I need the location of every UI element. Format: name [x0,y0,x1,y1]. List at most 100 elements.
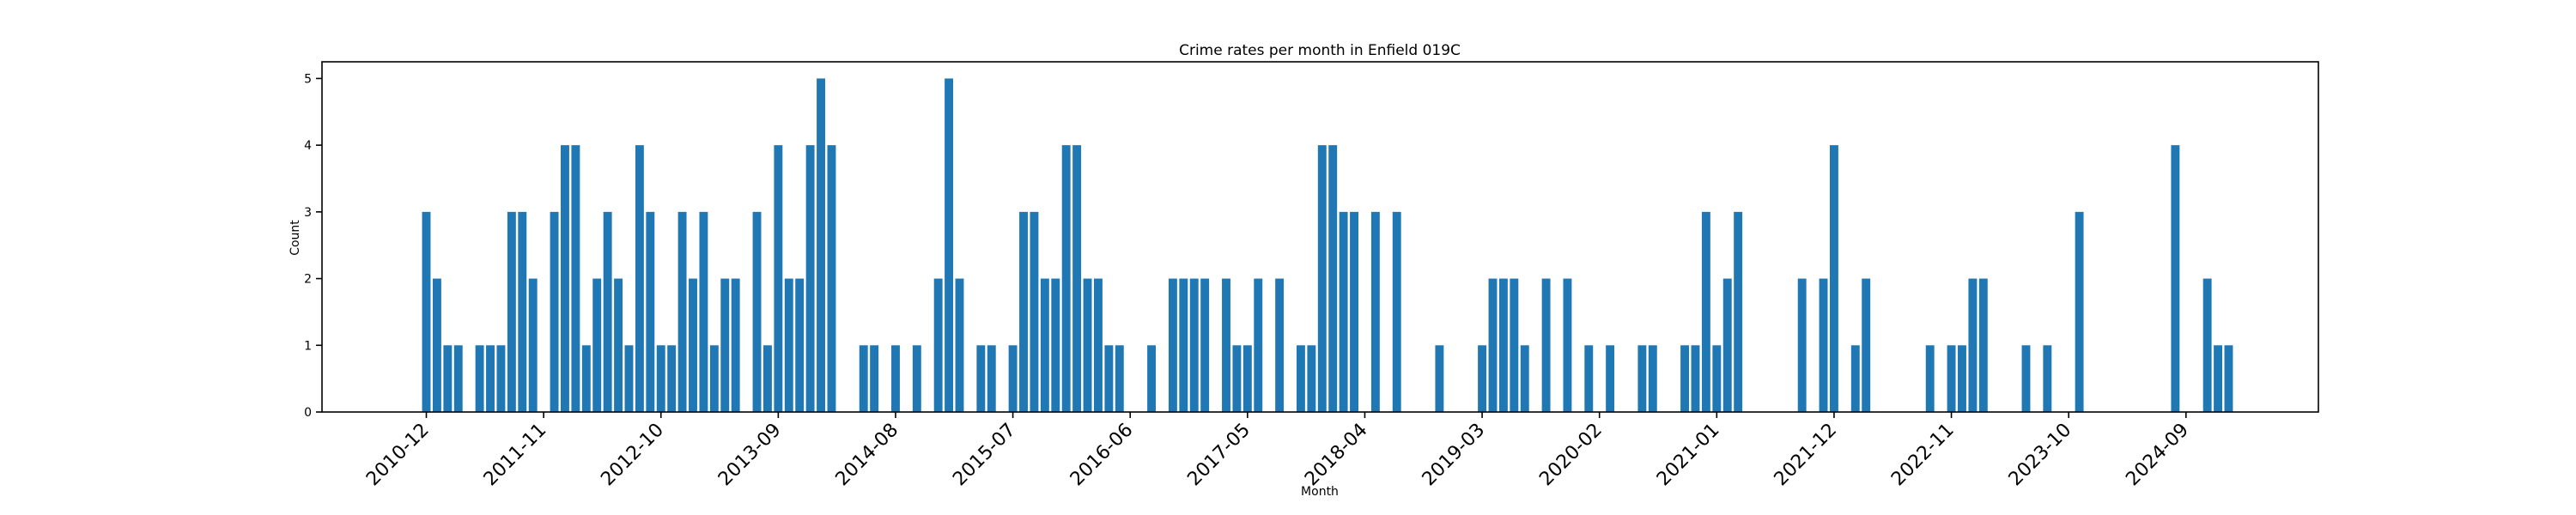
bar-2013-09 [774,145,783,412]
bar-2019-04 [1488,278,1498,412]
y-axis: 0 1 2 3 4 5 [304,72,322,420]
x-tick-label-2014-08: 2014-08 [832,420,903,491]
bar-2015-08 [1019,211,1028,412]
y-tick-label-5: 5 [304,72,312,86]
bar-2014-08 [891,345,900,412]
bar-2014-01 [817,78,825,413]
x-tick-label-2023-10: 2023-10 [2005,420,2076,491]
bar-2024-08 [2171,145,2180,412]
bar-2023-11 [2075,211,2084,412]
bar-2012-08 [635,145,644,412]
bar-2016-10 [1168,278,1177,412]
bar-2015-02 [955,278,964,412]
bar-2016-04 [1104,345,1114,412]
bar-2023-01 [1968,278,1978,412]
bar-2019-05 [1498,278,1508,412]
bar-2014-05 [859,345,868,412]
bar-2013-02 [699,211,708,412]
bar-2015-01 [945,78,954,413]
bar-2013-01 [689,278,697,412]
bar-2014-10 [912,345,921,412]
y-tick-label-3: 3 [304,206,312,220]
bar-2012-10 [656,345,665,412]
bar-2018-02 [1339,211,1348,412]
x-tick-label-2024-09: 2024-09 [2122,420,2193,491]
bar-2020-01 [1584,345,1594,412]
y-axis-label: Count [289,220,302,256]
x-tick-label-2010-12: 2010-12 [362,420,434,491]
bar-2017-12 [1317,145,1327,412]
bar-2012-06 [614,278,623,412]
bar-2021-03 [1734,211,1743,412]
bar-2013-05 [731,278,740,412]
bar-2021-12 [1829,145,1838,412]
x-tick-label-2015-07: 2015-07 [949,420,1020,491]
bar-2012-04 [592,278,602,412]
bar-2017-08 [1275,278,1285,412]
bar-2011-06 [486,345,495,412]
bar-2017-10 [1296,345,1305,412]
y-tick-label-2: 2 [304,273,312,287]
x-tick-label-2017-05: 2017-05 [1183,420,1255,491]
x-tick-label-2022-11: 2022-11 [1887,420,1959,491]
bar-2014-06 [870,345,879,412]
bar-2013-11 [795,278,805,412]
bar-2018-11 [1435,345,1444,412]
bar-2013-04 [720,278,730,412]
bar-2022-03 [1862,278,1871,412]
bar-2020-07 [1648,345,1657,412]
bar-2020-06 [1637,345,1647,412]
bar-2015-11 [1051,278,1060,412]
bar-2019-03 [1478,345,1487,412]
bar-2022-09 [1925,345,1935,412]
bar-2015-10 [1040,278,1049,412]
bar-2018-01 [1328,145,1338,412]
bar-2021-01 [1712,345,1722,412]
x-tick-label-2013-09: 2013-09 [714,420,786,491]
bar-2012-11 [667,345,677,412]
bar-2013-12 [805,145,815,412]
bar-2013-07 [752,211,762,412]
bar-2011-08 [507,211,516,412]
bar-2021-02 [1722,278,1732,412]
x-tick-label-2016-06: 2016-06 [1066,420,1138,491]
bar-2025-01 [2224,345,2233,412]
bar-2023-02 [1978,278,1988,412]
bar-2023-08 [2043,345,2052,412]
bar-2011-03 [453,345,463,412]
x-tick-label-2020-02: 2020-02 [1535,420,1607,491]
bar-2015-12 [1061,145,1071,412]
bar-2011-07 [496,345,506,412]
bar-2023-06 [2021,345,2031,412]
bar-2015-09 [1030,211,1039,412]
bar-2014-12 [933,278,943,412]
y-tick-label-0: 0 [304,406,312,420]
bar-2022-11 [1947,345,1956,412]
bar-2016-03 [1094,278,1103,412]
bar-2020-11 [1691,345,1700,412]
bar-2010-12 [422,211,431,412]
bar-2017-01 [1200,278,1210,412]
bar-2011-01 [432,278,441,412]
bar-2011-02 [443,345,453,412]
bar-2017-04 [1232,345,1242,412]
bar-2013-03 [709,345,719,412]
x-tick-label-2021-01: 2021-01 [1653,420,1724,491]
bar-2016-12 [1189,278,1199,412]
bar-2022-02 [1850,345,1860,412]
bar-2016-01 [1072,145,1082,412]
bar-2019-06 [1510,278,1519,412]
bar-2017-06 [1254,278,1263,412]
x-tick-label-2019-03: 2019-03 [1419,420,1490,491]
bar-2019-11 [1563,278,1572,412]
bar-2020-03 [1606,345,1615,412]
bar-2012-01 [561,145,569,412]
bar-2012-09 [646,211,655,412]
bar-2012-07 [624,345,634,412]
bar-2016-05 [1115,345,1124,412]
bar-2016-11 [1179,278,1188,412]
x-tick-label-2021-12: 2021-12 [1771,420,1842,491]
bar-2011-10 [528,278,538,412]
bar-2019-07 [1520,345,1529,412]
